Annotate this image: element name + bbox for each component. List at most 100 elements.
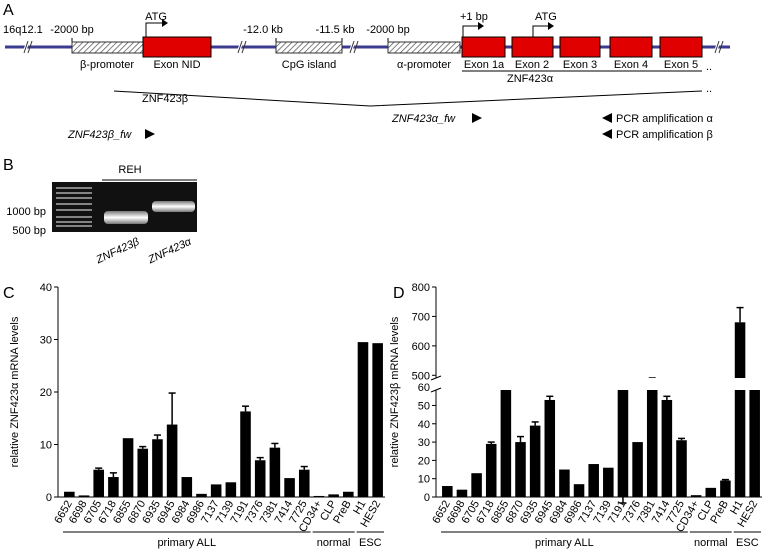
exon-label: Exon 1a [464, 59, 505, 71]
primer-label: ZNF423β_fw [67, 129, 132, 141]
pcr-label: PCR amplification β [616, 129, 713, 141]
bar [500, 385, 512, 497]
bar [661, 399, 673, 497]
bar [152, 439, 163, 497]
exon-label: Exon NID [153, 59, 200, 71]
lane-label: ZNF423α [146, 236, 194, 267]
group-label: normal [317, 537, 351, 549]
error-bar [677, 437, 686, 441]
bar [313, 495, 325, 497]
bar [122, 438, 134, 497]
bar [181, 477, 193, 497]
error-bar [300, 465, 308, 470]
position: -12.0 kb [243, 24, 283, 36]
bar [328, 494, 339, 497]
bar [690, 495, 702, 497]
error-bar [168, 392, 176, 425]
group-label: ESC [359, 537, 382, 549]
lane-label: ZNF423β [94, 236, 142, 267]
y-tick-label: 20 [40, 387, 52, 399]
cpg-island [275, 41, 343, 54]
bar [559, 469, 570, 497]
bar [254, 460, 266, 497]
bar [676, 440, 687, 497]
promoter-label: α-promoter [397, 59, 451, 71]
y-tick-label: 10 [418, 474, 430, 486]
error-bar [256, 456, 264, 461]
position: -11.5 kb [316, 24, 355, 36]
bar [456, 489, 468, 497]
bar [442, 486, 453, 497]
sample-label: REH [118, 164, 141, 176]
position: -2000 bp [366, 24, 409, 36]
y-tick-label: 60 [418, 382, 430, 394]
bar [529, 425, 541, 497]
bar [515, 442, 526, 497]
break-mark [430, 375, 442, 381]
bar [196, 493, 207, 497]
position: +1 bp [460, 11, 488, 23]
pcr-label: PCR amplification α [616, 113, 713, 125]
bar [471, 473, 482, 497]
axis-break [430, 378, 764, 390]
error-bar [109, 472, 117, 478]
exon-label: Exon 4 [614, 59, 648, 71]
gel-band [152, 201, 195, 212]
promoter [71, 41, 144, 54]
group-label: primary ALL [535, 537, 594, 549]
group-label: ESC [736, 537, 759, 549]
bar [108, 477, 119, 497]
bar [210, 484, 222, 497]
error-bar [663, 395, 671, 400]
error-bar [736, 306, 744, 323]
promoter-label: β-promoter [80, 59, 134, 71]
exon-label: Exon 2 [515, 59, 549, 71]
panel-b: B REH 1000 bp 500 bp ZNF423β ZNF423α [3, 157, 197, 267]
bar [357, 342, 369, 497]
y-tick-label: 30 [418, 437, 430, 449]
panel-letter: C [3, 285, 15, 302]
y-tick-label: 10 [40, 440, 52, 452]
y-tick-label: 0 [424, 492, 430, 504]
panel-letter: A [3, 2, 14, 19]
y-axis-label: relative ZNF423α mRNA levels [9, 316, 21, 467]
gel-band [104, 211, 148, 224]
error-bar [487, 441, 495, 444]
y-tick-label: 40 [418, 419, 430, 431]
error-bar [271, 442, 279, 448]
error-bar [619, 379, 627, 504]
y-tick-label: 800 [412, 282, 430, 294]
panel-a: A 16q12.1 -2000 bp β-promoter ATG Exon N… [3, 2, 730, 141]
error-bar [721, 478, 729, 481]
error-bar [153, 434, 161, 440]
bar [573, 484, 585, 497]
y-tick-label: 500 [412, 370, 430, 382]
error-bar [95, 467, 103, 470]
bar [749, 387, 760, 497]
bar [269, 447, 281, 497]
bar [298, 469, 310, 497]
y-tick-label: 700 [412, 311, 430, 323]
dots: .. [706, 83, 712, 95]
tss-arrow [145, 22, 162, 37]
bar [343, 491, 354, 497]
bar [632, 442, 643, 497]
bar [588, 464, 599, 497]
bar [734, 322, 746, 497]
exon [142, 36, 212, 58]
y-tick-label: 600 [412, 341, 430, 353]
bar [485, 443, 497, 497]
bar [78, 495, 90, 497]
error-bar [546, 395, 554, 400]
bar [137, 448, 149, 497]
bar [646, 385, 658, 497]
y-tick-label: 20 [418, 455, 430, 467]
atg: ATG [145, 11, 167, 23]
y-tick-label: 40 [40, 282, 52, 294]
panel-letter: B [3, 157, 14, 174]
panel-letter: D [393, 285, 405, 302]
cpg-label: CpG island [282, 59, 336, 71]
dots: .. [706, 61, 712, 73]
bar [225, 482, 237, 497]
